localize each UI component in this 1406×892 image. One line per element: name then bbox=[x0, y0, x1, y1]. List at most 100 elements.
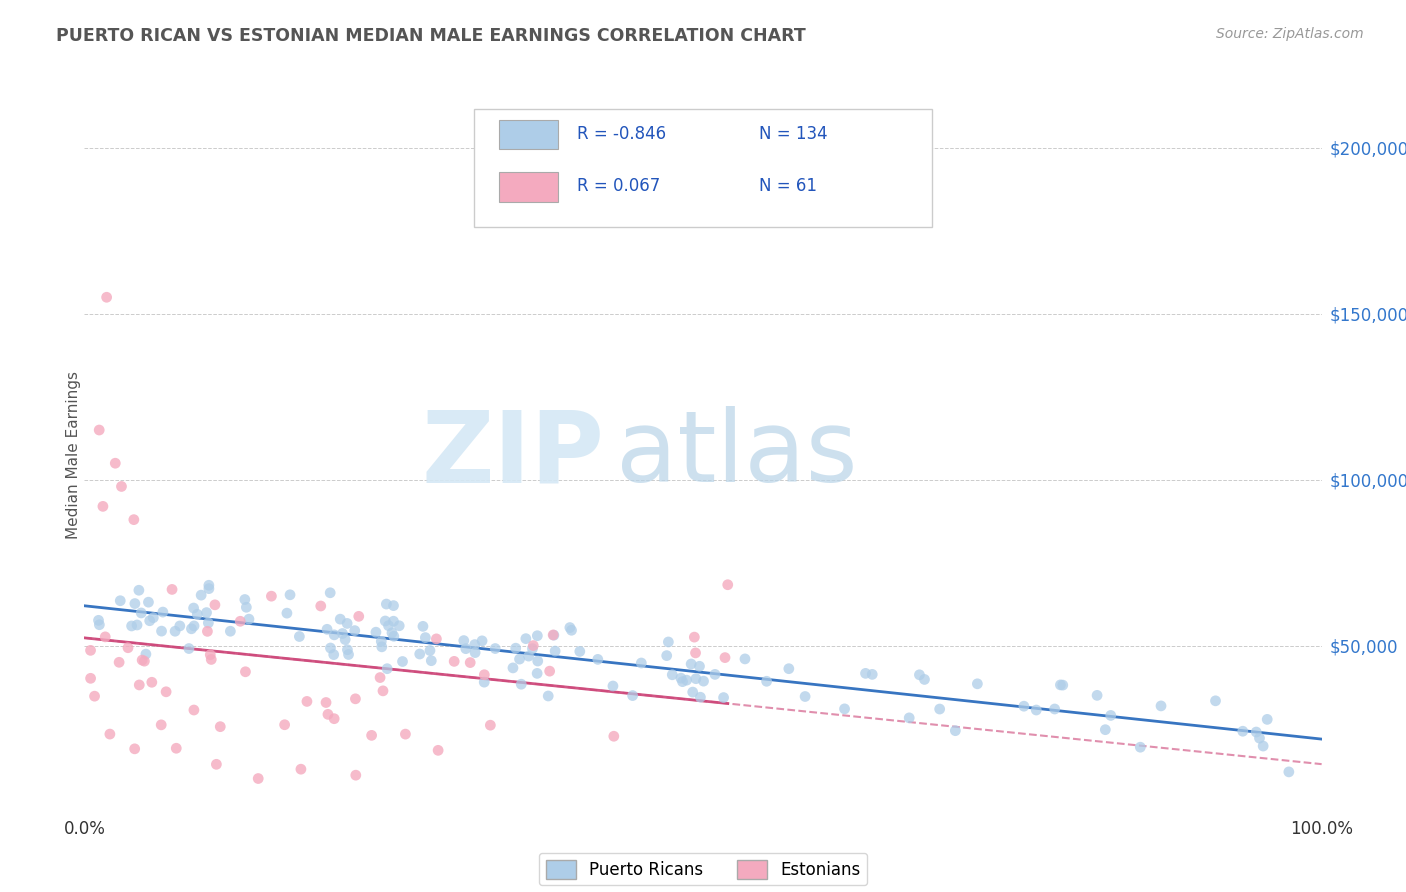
Point bbox=[276, 606, 298, 620]
Point bbox=[295, 694, 318, 708]
Point bbox=[966, 677, 988, 691]
Point bbox=[558, 621, 581, 635]
Point bbox=[671, 674, 693, 689]
Point bbox=[142, 610, 165, 624]
Point bbox=[502, 661, 524, 675]
Point bbox=[235, 665, 257, 679]
Point bbox=[1256, 712, 1278, 726]
Point bbox=[458, 656, 481, 670]
Point bbox=[661, 667, 683, 681]
Point bbox=[454, 641, 477, 656]
Point bbox=[541, 628, 564, 642]
Text: Source: ZipAtlas.com: Source: ZipAtlas.com bbox=[1216, 27, 1364, 41]
Point bbox=[138, 595, 160, 609]
Point bbox=[121, 619, 143, 633]
Point bbox=[1150, 698, 1173, 713]
Point bbox=[510, 677, 533, 691]
Point bbox=[135, 647, 157, 661]
Point bbox=[89, 617, 111, 632]
Point bbox=[543, 628, 565, 642]
Point bbox=[472, 667, 495, 681]
Point bbox=[1012, 699, 1035, 714]
Point bbox=[717, 578, 740, 592]
Point bbox=[855, 666, 877, 681]
Point bbox=[180, 622, 202, 636]
Point bbox=[332, 626, 354, 640]
Point bbox=[526, 666, 548, 681]
Point bbox=[391, 655, 413, 669]
Point bbox=[319, 586, 342, 600]
Point bbox=[377, 618, 399, 632]
Point bbox=[472, 675, 495, 690]
Point bbox=[229, 614, 252, 628]
Point bbox=[568, 644, 591, 658]
Point bbox=[197, 615, 219, 630]
Point bbox=[537, 689, 560, 703]
Point bbox=[360, 728, 382, 742]
Point bbox=[343, 624, 366, 638]
Point bbox=[669, 671, 692, 685]
Point bbox=[344, 691, 367, 706]
Point bbox=[630, 656, 652, 670]
Point bbox=[683, 630, 706, 644]
Point bbox=[509, 652, 531, 666]
Point bbox=[198, 578, 221, 592]
Point bbox=[685, 672, 707, 686]
Point bbox=[943, 723, 966, 738]
Point bbox=[1025, 703, 1047, 717]
Point bbox=[681, 657, 703, 671]
Point bbox=[319, 640, 342, 655]
Point bbox=[183, 619, 205, 633]
Point bbox=[336, 616, 359, 631]
Point bbox=[337, 648, 360, 662]
Point bbox=[322, 648, 344, 662]
Point bbox=[131, 653, 153, 667]
Point bbox=[190, 588, 212, 602]
Point bbox=[443, 654, 465, 668]
Point bbox=[370, 634, 392, 648]
Point bbox=[1205, 694, 1227, 708]
Point bbox=[141, 675, 163, 690]
Point bbox=[288, 630, 311, 644]
Point bbox=[382, 599, 405, 613]
Point bbox=[382, 629, 405, 643]
Point bbox=[79, 671, 101, 685]
Point bbox=[375, 662, 398, 676]
Text: ZIP: ZIP bbox=[422, 407, 605, 503]
Point bbox=[290, 762, 312, 776]
Point bbox=[479, 718, 502, 732]
Point bbox=[409, 647, 432, 661]
Text: N = 134: N = 134 bbox=[759, 125, 827, 143]
Point bbox=[544, 644, 567, 658]
Point bbox=[160, 582, 183, 597]
Point bbox=[155, 685, 177, 699]
Point bbox=[484, 641, 506, 656]
Point bbox=[125, 618, 148, 632]
Point bbox=[692, 674, 714, 689]
Point bbox=[675, 673, 697, 687]
Point bbox=[655, 648, 678, 663]
Point bbox=[186, 607, 208, 622]
Point bbox=[197, 624, 219, 639]
Point bbox=[200, 652, 222, 666]
Point bbox=[368, 671, 391, 685]
Point bbox=[388, 619, 411, 633]
Point bbox=[471, 633, 494, 648]
Point bbox=[96, 290, 118, 304]
Point bbox=[394, 727, 416, 741]
Point bbox=[278, 588, 301, 602]
FancyBboxPatch shape bbox=[474, 109, 932, 227]
Point bbox=[419, 643, 441, 657]
Y-axis label: Median Male Earnings: Median Male Earnings bbox=[66, 371, 80, 539]
Point bbox=[586, 652, 609, 666]
FancyBboxPatch shape bbox=[499, 171, 558, 202]
Point bbox=[89, 423, 111, 437]
Point bbox=[195, 606, 218, 620]
Point bbox=[83, 689, 105, 703]
Point bbox=[150, 624, 173, 639]
Point bbox=[138, 614, 160, 628]
FancyBboxPatch shape bbox=[499, 120, 558, 150]
Point bbox=[204, 598, 226, 612]
Point bbox=[309, 599, 332, 613]
Point bbox=[124, 597, 146, 611]
